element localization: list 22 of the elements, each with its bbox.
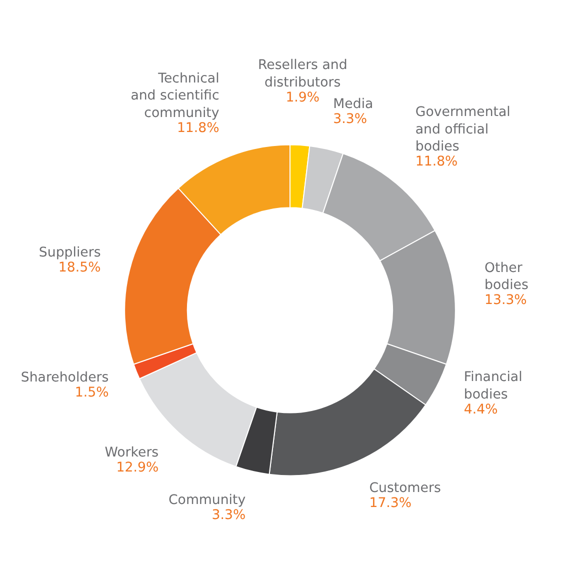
slice-label: Governmental and official bodies	[415, 105, 510, 155]
data-label: 17.3%	[369, 496, 412, 511]
slice-label: Workers	[104, 445, 159, 460]
slice-label: Suppliers	[38, 245, 101, 260]
data-label: 4.4%	[464, 402, 498, 418]
slice-label: Resellers and distributors	[258, 58, 348, 90]
data-label: 13.3%	[484, 293, 527, 308]
slice-label: Media	[333, 97, 374, 112]
slice-label: Other bodies	[484, 260, 528, 294]
slice-label: Technical and scientific community	[130, 71, 220, 121]
data-label: 12.9%	[116, 460, 159, 476]
slice-label: Customers	[369, 480, 441, 496]
data-label: 1.5%	[74, 386, 109, 401]
slice-label: Shareholders	[20, 370, 109, 386]
data-label: 18.5%	[58, 260, 101, 276]
slice-label: Financial bodies	[464, 370, 522, 402]
data-label: 11.8%	[415, 154, 458, 170]
data-label: 3.3%	[333, 112, 368, 128]
slice-label: Community	[168, 492, 246, 508]
data-label: 1.9%	[286, 90, 320, 106]
data-label: 3.3%	[212, 508, 246, 523]
data-label: 11.8%	[176, 120, 220, 136]
